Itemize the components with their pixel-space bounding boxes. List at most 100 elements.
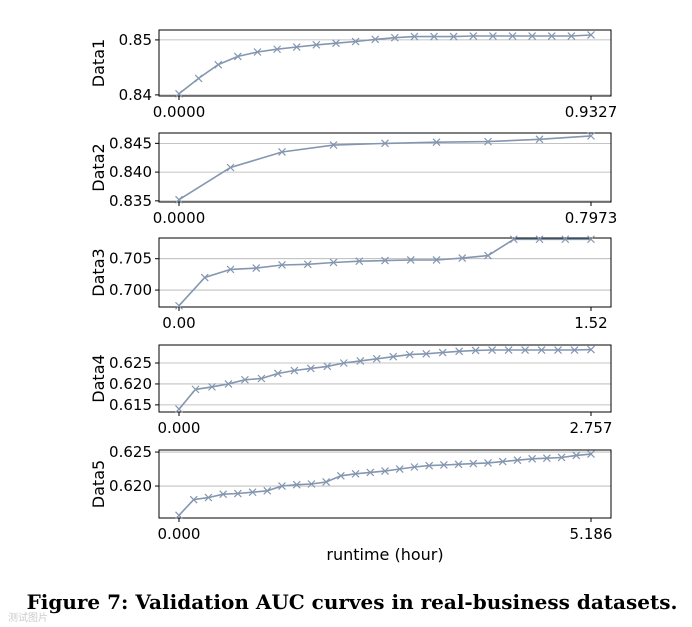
data-point <box>430 32 438 41</box>
data-point <box>542 454 551 463</box>
data-point <box>547 32 556 40</box>
data-point <box>303 260 312 269</box>
x-tick-label-start: 0.0000 <box>153 103 206 121</box>
data-point <box>189 495 198 504</box>
x-tick-label-start: 0.000 <box>158 419 201 437</box>
data-point <box>233 489 242 498</box>
data-point <box>208 382 216 391</box>
data-point <box>455 347 464 356</box>
data-point <box>307 480 316 488</box>
data-point <box>332 39 340 48</box>
data-point <box>248 488 257 497</box>
data-point <box>528 32 537 40</box>
data-point <box>390 33 399 42</box>
data-point <box>410 463 419 471</box>
data-point <box>329 141 338 149</box>
y-tick-label: 0.835 <box>109 192 152 210</box>
data-point <box>323 362 332 371</box>
data-point <box>351 37 360 46</box>
data-point <box>381 256 389 265</box>
data-point <box>219 490 228 499</box>
data-point <box>570 346 579 354</box>
data-point <box>405 350 414 359</box>
y-tick-label: 0.705 <box>109 250 152 268</box>
data-point <box>273 45 282 54</box>
data-point <box>312 40 321 49</box>
panel-frame <box>158 449 612 519</box>
data-point <box>214 60 223 69</box>
watermark-text: 测试图片 <box>8 611 48 624</box>
data-point <box>395 465 404 473</box>
data-point <box>587 450 595 459</box>
data-point <box>432 138 441 147</box>
data-point <box>175 301 183 310</box>
data-point <box>381 139 389 148</box>
data-point <box>449 32 458 41</box>
series-line <box>178 34 592 95</box>
data-point <box>422 349 431 358</box>
data-point <box>587 235 595 244</box>
data-point <box>226 163 235 172</box>
data-point <box>389 352 398 361</box>
data-point <box>175 511 183 520</box>
x-tick-label-end: 1.52 <box>574 314 607 332</box>
x-tick-label-start: 0.000 <box>158 525 201 543</box>
figure-caption: Figure 7: Validation AUC curves in real-… <box>27 590 678 614</box>
panel-frame <box>158 29 612 97</box>
x-tick-label-end: 0.9327 <box>565 103 618 121</box>
y-tick-label: 0.700 <box>109 281 152 299</box>
data-point <box>561 235 570 244</box>
data-point <box>257 374 266 383</box>
data-point <box>513 456 522 465</box>
series-line <box>178 135 592 201</box>
data-point <box>488 32 497 40</box>
data-point <box>484 137 492 146</box>
data-point <box>273 369 282 378</box>
series-line <box>178 238 591 307</box>
y-tick-label: 0.840 <box>109 163 152 181</box>
data-point <box>406 256 415 264</box>
x-tick-label-start: 0.00 <box>162 314 195 332</box>
panel-data3: 0.700 0.705 0.00 1.52 Data3 <box>89 235 612 332</box>
x-tick-label-end: 0.7973 <box>565 209 618 227</box>
y-tick-label: 0.84 <box>119 86 152 104</box>
y-axis-label: Data1 <box>89 39 108 87</box>
series-line <box>178 348 592 410</box>
series-line <box>178 453 592 516</box>
data-point <box>469 32 478 40</box>
data-point <box>278 261 286 269</box>
panel-data4: 0.615 0.620 0.625 0.000 2.757 Data4 <box>89 344 612 437</box>
data-point <box>410 32 419 41</box>
y-axis-label: Data3 <box>89 248 108 296</box>
data-point <box>224 380 233 388</box>
data-point <box>322 478 331 486</box>
data-point <box>537 346 546 354</box>
data-point <box>528 454 537 463</box>
data-point <box>191 385 200 394</box>
y-tick-label: 0.620 <box>109 375 152 393</box>
data-point <box>425 461 434 470</box>
data-point <box>557 453 566 462</box>
data-point <box>508 32 517 40</box>
data-point <box>252 264 261 273</box>
data-point <box>175 405 183 413</box>
y-axis-label: Data4 <box>89 354 108 402</box>
data-point <box>240 375 249 384</box>
data-point <box>355 257 364 266</box>
data-point <box>587 345 595 354</box>
data-point <box>351 469 360 478</box>
data-point <box>233 52 242 61</box>
panel-frame <box>158 344 612 413</box>
panel-data5: 0.620 0.625 0.000 5.186 Data5 <box>89 443 612 543</box>
data-point <box>484 458 492 467</box>
data-point <box>535 235 544 244</box>
data-point <box>587 31 595 39</box>
data-point <box>509 235 518 244</box>
data-point <box>488 346 497 354</box>
data-point <box>458 254 467 262</box>
data-point <box>175 195 183 204</box>
data-point <box>371 35 380 44</box>
panel-frame <box>158 237 612 308</box>
x-tick-label-end: 5.186 <box>570 525 613 543</box>
